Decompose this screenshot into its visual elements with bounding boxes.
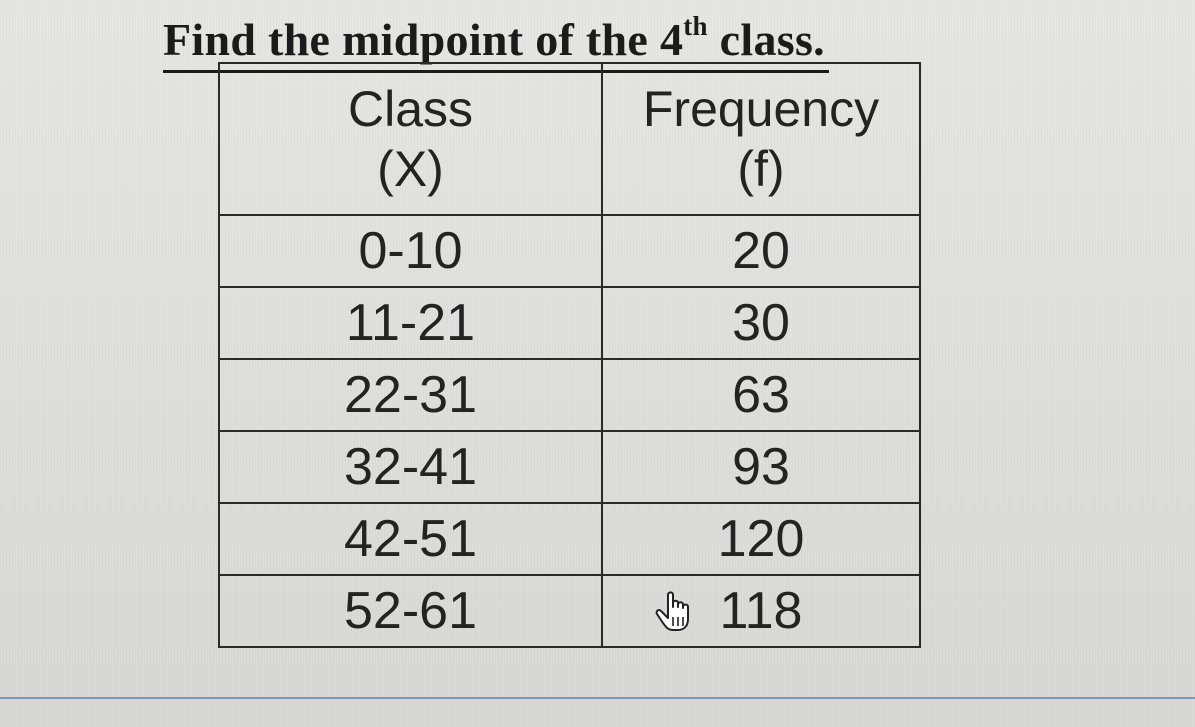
- frequency-cell: 63: [601, 358, 921, 432]
- table-header-row: Class (X) Frequency (f): [218, 62, 921, 216]
- class-cell: 11-21: [218, 286, 603, 360]
- class-cell: 0-10: [218, 214, 603, 288]
- table-row: 11-21 30: [218, 286, 921, 360]
- class-cell: 22-31: [218, 358, 603, 432]
- bottom-divider: [0, 697, 1195, 699]
- class-cell: 42-51: [218, 502, 603, 576]
- question-prefix: Find the midpoint of the 4: [163, 14, 684, 65]
- header-class-label: Class: [347, 81, 474, 137]
- header-frequency-symbol: (f): [737, 141, 785, 197]
- question-suffix: class.: [707, 14, 825, 65]
- table-row: 32-41 93: [218, 430, 921, 504]
- hand-pointer-icon: [655, 591, 689, 631]
- frequency-value: 118: [719, 582, 803, 640]
- table-row: 42-51 120: [218, 502, 921, 576]
- table-row: 0-10 20: [218, 214, 921, 288]
- table-row: 22-31 63: [218, 358, 921, 432]
- frequency-value-wrap: 118: [655, 581, 803, 641]
- frequency-cell: 20: [601, 214, 921, 288]
- frequency-cell: 30: [601, 286, 921, 360]
- header-class: Class (X): [218, 62, 603, 216]
- table-row: 52-61 118: [218, 574, 921, 648]
- header-frequency: Frequency (f): [601, 62, 921, 216]
- frequency-table: Class (X) Frequency (f) 0-10 20 11-21 30…: [218, 62, 921, 648]
- frequency-cell: 93: [601, 430, 921, 504]
- class-cell: 52-61: [218, 574, 603, 648]
- class-cell: 32-41: [218, 430, 603, 504]
- frequency-cell: 120: [601, 502, 921, 576]
- header-class-symbol: (X): [377, 141, 444, 197]
- frequency-cell: 118: [601, 574, 921, 648]
- header-frequency-label: Frequency: [642, 81, 880, 137]
- question-superscript: th: [683, 11, 708, 41]
